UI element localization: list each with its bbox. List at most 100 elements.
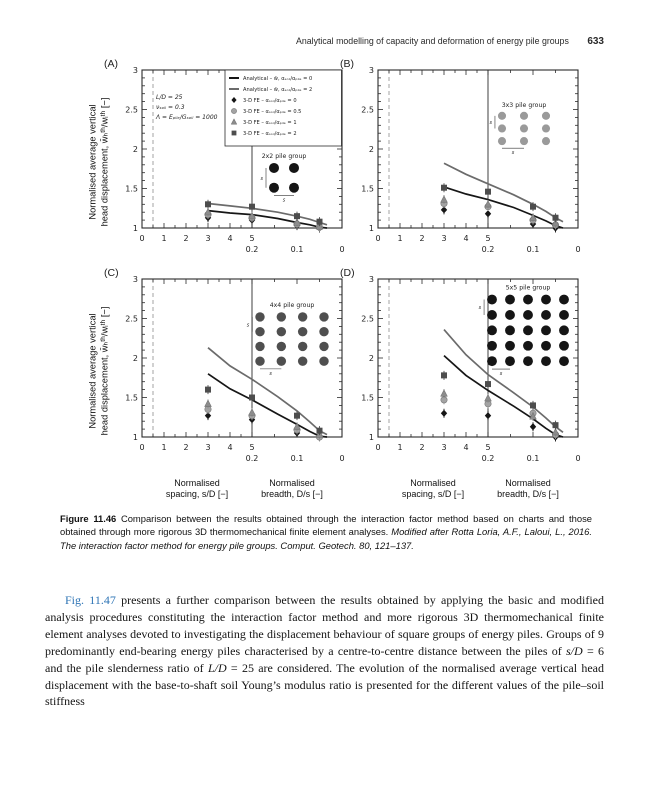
svg-text:s: s xyxy=(269,372,272,377)
svg-text:3: 3 xyxy=(133,66,138,75)
pile-dot xyxy=(487,325,497,336)
svg-text:2.5: 2.5 xyxy=(361,106,374,115)
pile-dot xyxy=(297,356,308,366)
pile-dot xyxy=(497,124,507,133)
svg-text:4: 4 xyxy=(227,443,232,452)
svg-text:1: 1 xyxy=(133,224,138,233)
svg-text:1.5: 1.5 xyxy=(361,394,374,403)
svg-text:0.1: 0.1 xyxy=(291,245,304,254)
axis-ticks xyxy=(377,69,579,229)
pile-dot xyxy=(541,310,551,320)
plot-frame xyxy=(377,69,579,229)
parameter-text: L/D = 25 xyxy=(156,94,183,101)
x-title-breadth-line1: Normalised xyxy=(505,478,551,488)
text-segment: presents a further comparison between th… xyxy=(45,593,604,658)
panel-letter-a: (A) xyxy=(104,58,118,70)
text-segment: Comparison between the results obtained … xyxy=(60,513,592,538)
pile-dot xyxy=(559,340,569,351)
svg-text:0.2: 0.2 xyxy=(482,245,495,254)
svg-text:0.1: 0.1 xyxy=(527,245,540,254)
pile-dot xyxy=(269,182,279,193)
panel-letter-b: (B) xyxy=(340,58,354,70)
svg-text:2: 2 xyxy=(419,443,424,452)
pile-dot xyxy=(255,326,265,337)
svg-text:2: 2 xyxy=(369,354,374,363)
svg-text:0: 0 xyxy=(575,454,580,463)
analytical-lines xyxy=(207,202,328,229)
legend-label: Analytical – w̄, αₛₒᵢₗ/αₚᵢₗₑ = 0 xyxy=(243,76,312,82)
chart-row-bottom: Normalised average vertical head displac… xyxy=(86,267,584,476)
chart-row-top: Normalised average vertical head displac… xyxy=(86,58,584,267)
svg-text:s: s xyxy=(500,372,503,377)
svg-text:1: 1 xyxy=(161,234,166,243)
svg-text:2: 2 xyxy=(419,234,424,243)
svg-text:3: 3 xyxy=(133,275,138,284)
pile-group-inset: 2x2 pile group s s xyxy=(261,153,307,204)
analytical-line xyxy=(443,354,564,438)
text-segment: s/D xyxy=(566,643,583,658)
text-segment: Modified after Rotta Loria, A.F., Laloui… xyxy=(60,526,592,551)
pile-dot xyxy=(487,340,497,351)
text-segment: = 25 are considered. The evolution of th… xyxy=(45,660,604,709)
chart-panel-a: (A) 0 1 2 3 4 5 0.2 0.1 0 1 1.5 2 2.5 3 2x2 pile group… xyxy=(104,58,348,267)
svg-text:2: 2 xyxy=(183,234,188,243)
inset-label: 5x5 pile group xyxy=(506,285,551,292)
svg-text:1: 1 xyxy=(161,443,166,452)
pile-dot xyxy=(559,356,569,367)
svg-text:3: 3 xyxy=(441,234,446,243)
svg-text:5: 5 xyxy=(485,234,490,243)
legend-label: 3-D FE – αₛₒᵢₗ/αₚᵢₗₑ = 0 xyxy=(243,98,297,104)
pile-dot xyxy=(289,162,299,173)
running-title: Analytical modelling of capacity and def… xyxy=(295,36,569,46)
x-axis-titles-d: Normalised spacing, s/D [−] Normalised b… xyxy=(348,478,584,512)
pile-dot xyxy=(505,340,515,351)
pile-dot xyxy=(559,325,569,336)
pile-dot xyxy=(276,341,287,352)
svg-text:5: 5 xyxy=(249,234,254,243)
legend-label: Analytical – w̄, αₛₒᵢₗ/αₚᵢₗₑ = 2 xyxy=(243,87,312,93)
y-axis-title-line2: head displacement, w̄ₕᵗʰ/wᵢᵗʰ [−] xyxy=(99,306,109,436)
figure-11-46: Normalised average vertical head displac… xyxy=(86,58,584,512)
pile-dot xyxy=(523,310,533,320)
svg-text:1: 1 xyxy=(133,433,138,442)
svg-text:s: s xyxy=(489,121,492,126)
svg-text:0.1: 0.1 xyxy=(291,454,304,463)
pile-dot xyxy=(276,312,287,322)
series-triangle xyxy=(440,389,560,437)
svg-text:3: 3 xyxy=(369,275,374,284)
parameter-text: Λ = Eₚᵢₗₑ/Gₛₒᵢₗ = 1000 xyxy=(155,114,218,121)
pile-dot xyxy=(541,325,551,336)
analytical-line xyxy=(207,373,328,438)
y-axis-title-line1: Normalised average vertical xyxy=(87,313,98,429)
pile-dot xyxy=(255,356,265,366)
series-square xyxy=(205,385,323,436)
legend-label: 3-D FE – αₛₒᵢₗ/αₚᵢₗₑ = 2 xyxy=(243,131,297,137)
analytical-lines xyxy=(207,347,328,438)
pile-dot xyxy=(297,312,308,322)
svg-text:1: 1 xyxy=(369,224,374,233)
figure-caption: Figure 11.46 Comparison between the resu… xyxy=(60,512,592,552)
pile-dot xyxy=(319,356,329,366)
text-segment: = 6 and the pile slenderness ratio of xyxy=(45,643,604,675)
legend-label: 3-D FE – αₛₒᵢₗ/αₚᵢₗₑ = 0.5 xyxy=(243,109,301,115)
axis-ticks xyxy=(377,278,579,438)
svg-text:3: 3 xyxy=(205,234,210,243)
analytical-line xyxy=(443,186,564,229)
axis-tick-labels: 0 1 2 3 4 50.2 0.1 011.522.53 xyxy=(361,66,580,254)
svg-text:s: s xyxy=(283,199,286,204)
panel-letter-c: (C) xyxy=(104,267,119,279)
pile-group-inset: 3x3 pile group s s xyxy=(489,102,551,156)
text-segment: Figure 11.46 xyxy=(60,513,121,524)
pile-dot xyxy=(541,294,551,305)
svg-text:1.5: 1.5 xyxy=(361,185,374,194)
series-triangle xyxy=(440,195,560,228)
svg-text:0: 0 xyxy=(139,234,144,243)
svg-text:s: s xyxy=(261,177,264,182)
svg-text:3: 3 xyxy=(441,443,446,452)
series-circle xyxy=(440,395,560,440)
svg-text:2.5: 2.5 xyxy=(125,106,138,115)
analytical-lines xyxy=(443,162,564,229)
y-axis-title-top: Normalised average vertical head displac… xyxy=(86,62,112,262)
figure-11-47-reference-link[interactable]: Fig. 11.47 xyxy=(65,593,116,607)
svg-text:2: 2 xyxy=(369,145,374,154)
